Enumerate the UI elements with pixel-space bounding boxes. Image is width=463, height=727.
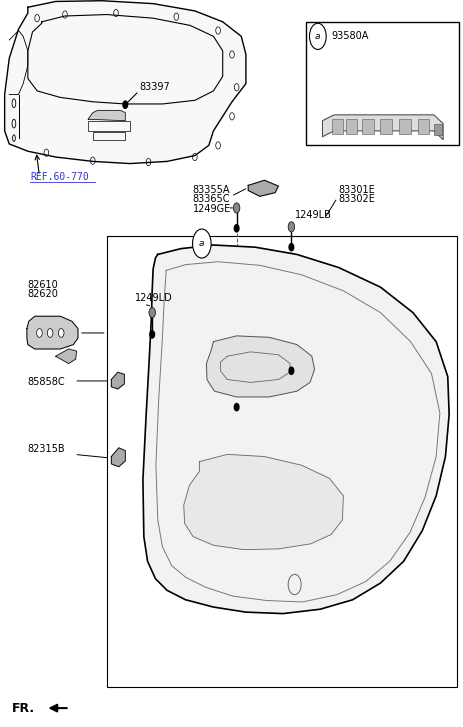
Text: 83302E: 83302E [338,194,375,204]
Text: 82620: 82620 [27,289,58,300]
Bar [93,132,125,140]
Circle shape [58,329,64,337]
Circle shape [234,225,238,232]
Circle shape [288,367,293,374]
Text: a: a [199,239,204,248]
Circle shape [47,329,53,337]
Bar [433,124,441,135]
Text: 83355A: 83355A [192,185,230,195]
Polygon shape [56,349,76,364]
Polygon shape [322,115,442,140]
Polygon shape [111,372,124,389]
Polygon shape [206,336,314,397]
Circle shape [192,229,211,258]
Circle shape [150,331,154,338]
Bar [398,119,410,134]
Bar [345,119,357,134]
Circle shape [123,101,127,108]
Circle shape [234,403,238,411]
Polygon shape [183,454,343,550]
Polygon shape [27,316,78,349]
Circle shape [309,23,325,49]
Bar [380,119,391,134]
Bar [331,119,343,134]
Bar [106,236,456,687]
Text: 83397: 83397 [139,82,169,92]
Text: a: a [314,32,320,41]
Circle shape [288,244,293,251]
Polygon shape [88,111,125,121]
Bar [88,121,130,131]
Circle shape [288,222,294,232]
Text: 83301E: 83301E [338,185,375,195]
Text: 82610: 82610 [27,280,57,290]
Text: 83365C: 83365C [192,194,230,204]
Circle shape [37,329,42,337]
Text: FR.: FR. [12,702,35,715]
Polygon shape [111,448,125,467]
Bar [306,22,458,145]
Text: 1249LD: 1249LD [134,293,172,303]
Circle shape [149,308,155,318]
Text: 1249LB: 1249LB [294,210,331,220]
Bar [361,119,373,134]
Polygon shape [5,1,245,164]
Text: 85858C: 85858C [27,377,64,387]
Text: REF.60-770: REF.60-770 [30,172,89,182]
Text: 93580A: 93580A [331,31,368,41]
Polygon shape [248,180,278,196]
Bar [417,119,428,134]
Text: 82315B: 82315B [27,444,64,454]
Circle shape [233,203,239,213]
Text: 1249GE: 1249GE [192,204,230,214]
Polygon shape [143,245,448,614]
